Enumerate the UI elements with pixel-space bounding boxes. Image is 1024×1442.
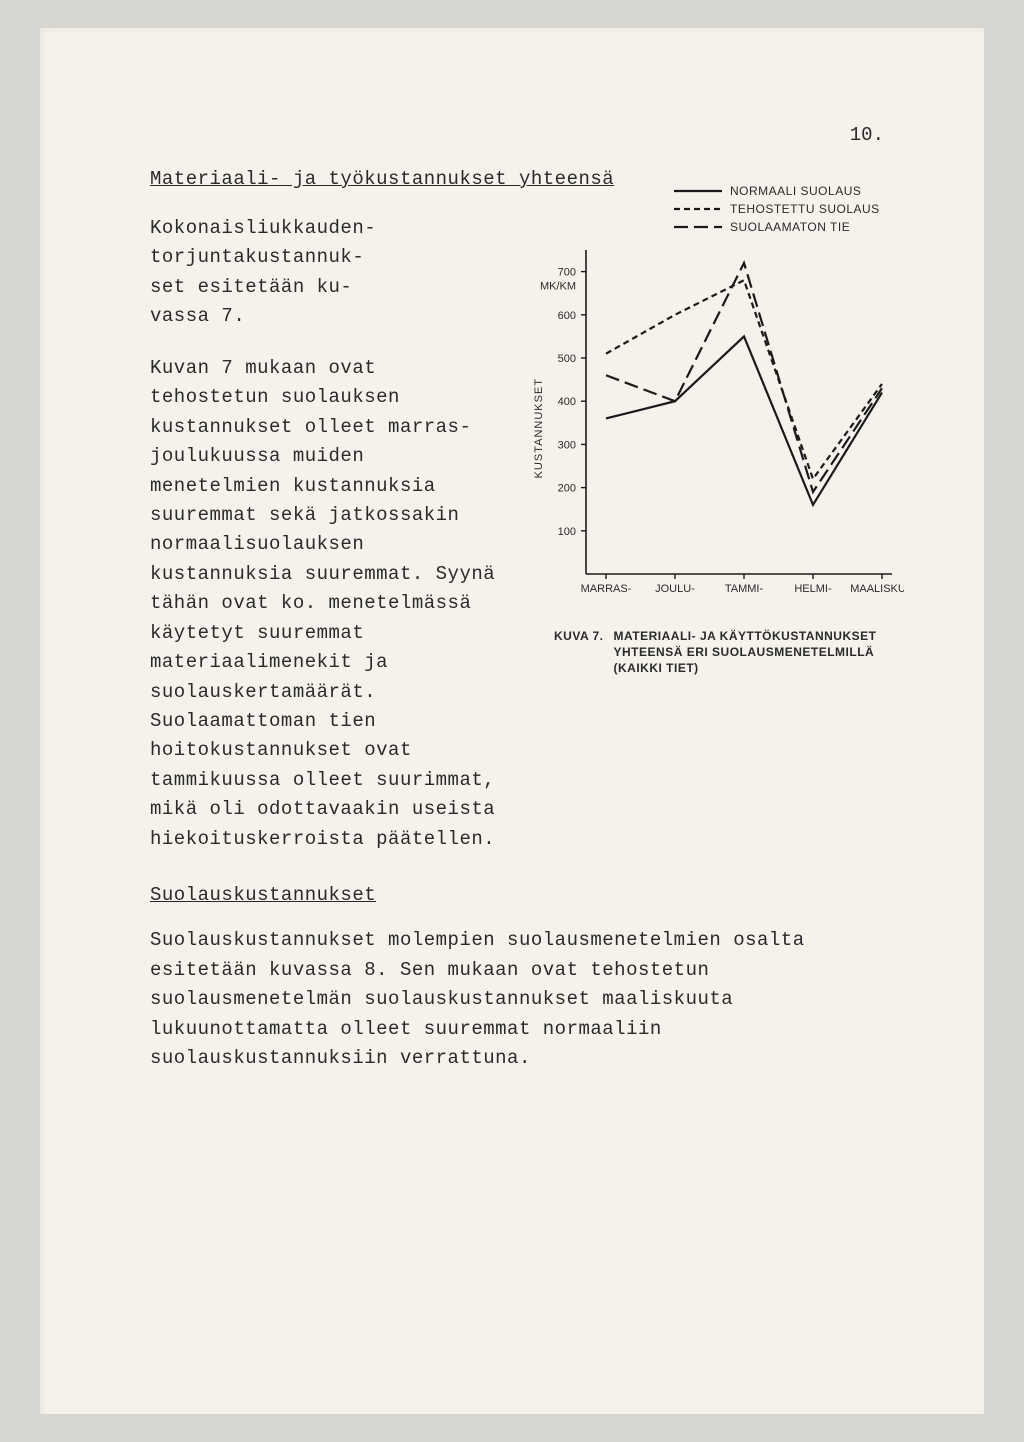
svg-text:200: 200 [558,483,576,495]
legend-swatch-dashed [674,203,722,215]
svg-text:300: 300 [558,439,576,451]
legend-label: TEHOSTETTU SUOLAUS [730,202,880,216]
legend-label: SUOLAAMATON TIE [730,220,850,234]
legend-swatch-solid [674,185,722,197]
caption-text: MATERIAALI- JA KÄYTTÖKUSTANNUKSET YHTEEN… [614,628,894,677]
page-number: 10. [850,124,884,146]
svg-text:500: 500 [558,353,576,365]
legend-item-normaali: NORMAALI SUOLAUS [674,184,904,198]
legend-swatch-longdash [674,221,722,233]
svg-text:700: 700 [558,267,576,279]
svg-text:100: 100 [558,526,576,538]
svg-text:TAMMI-: TAMMI- [725,583,764,595]
caption-id: KUVA 7. [554,628,604,677]
body-paragraph: Suolauskustannukset molempien suolausmen… [150,926,890,1073]
two-column-layout: Kokonaisliukkauden- torjuntakustannuk- s… [150,214,904,854]
left-text-column: Kokonaisliukkauden- torjuntakustannuk- s… [150,214,504,854]
intro-paragraph: Kokonaisliukkauden- torjuntakustannuk- s… [150,214,504,332]
svg-text:HELMI-: HELMI- [794,583,832,595]
legend-item-tehostettu: TEHOSTETTU SUOLAUS [674,202,904,216]
svg-text:600: 600 [558,310,576,322]
chart-column: NORMAALI SUOLAUS TEHOSTETTU SUOLAUS SUOL… [524,184,904,677]
chart-legend: NORMAALI SUOLAUS TEHOSTETTU SUOLAUS SUOL… [674,184,904,234]
main-paragraph: Kuvan 7 mukaan ovat tehostetun suolaukse… [150,354,504,854]
line-chart: 100 200 300 400 500 600 700 MK/KM KUSTANNUKSET MA… [524,240,904,620]
sub-heading: Suolauskustannukset [150,884,904,906]
chart-caption: KUVA 7. MATERIAALI- JA KÄYTTÖKUSTANNUKSE… [554,628,894,677]
svg-text:MK/KM: MK/KM [540,281,576,293]
svg-text:400: 400 [558,396,576,408]
legend-item-suolaamaton: SUOLAAMATON TIE [674,220,904,234]
svg-text:JOULU-: JOULU- [655,583,695,595]
svg-text:KUSTANNUKSET: KUSTANNUKSET [533,378,545,478]
svg-text:MAALISKUU: MAALISKUU [850,583,904,595]
svg-text:MARRAS-: MARRAS- [581,583,632,595]
legend-label: NORMAALI SUOLAUS [730,184,861,198]
document-page: 10. Materiaali- ja työkustannukset yhtee… [40,28,984,1414]
